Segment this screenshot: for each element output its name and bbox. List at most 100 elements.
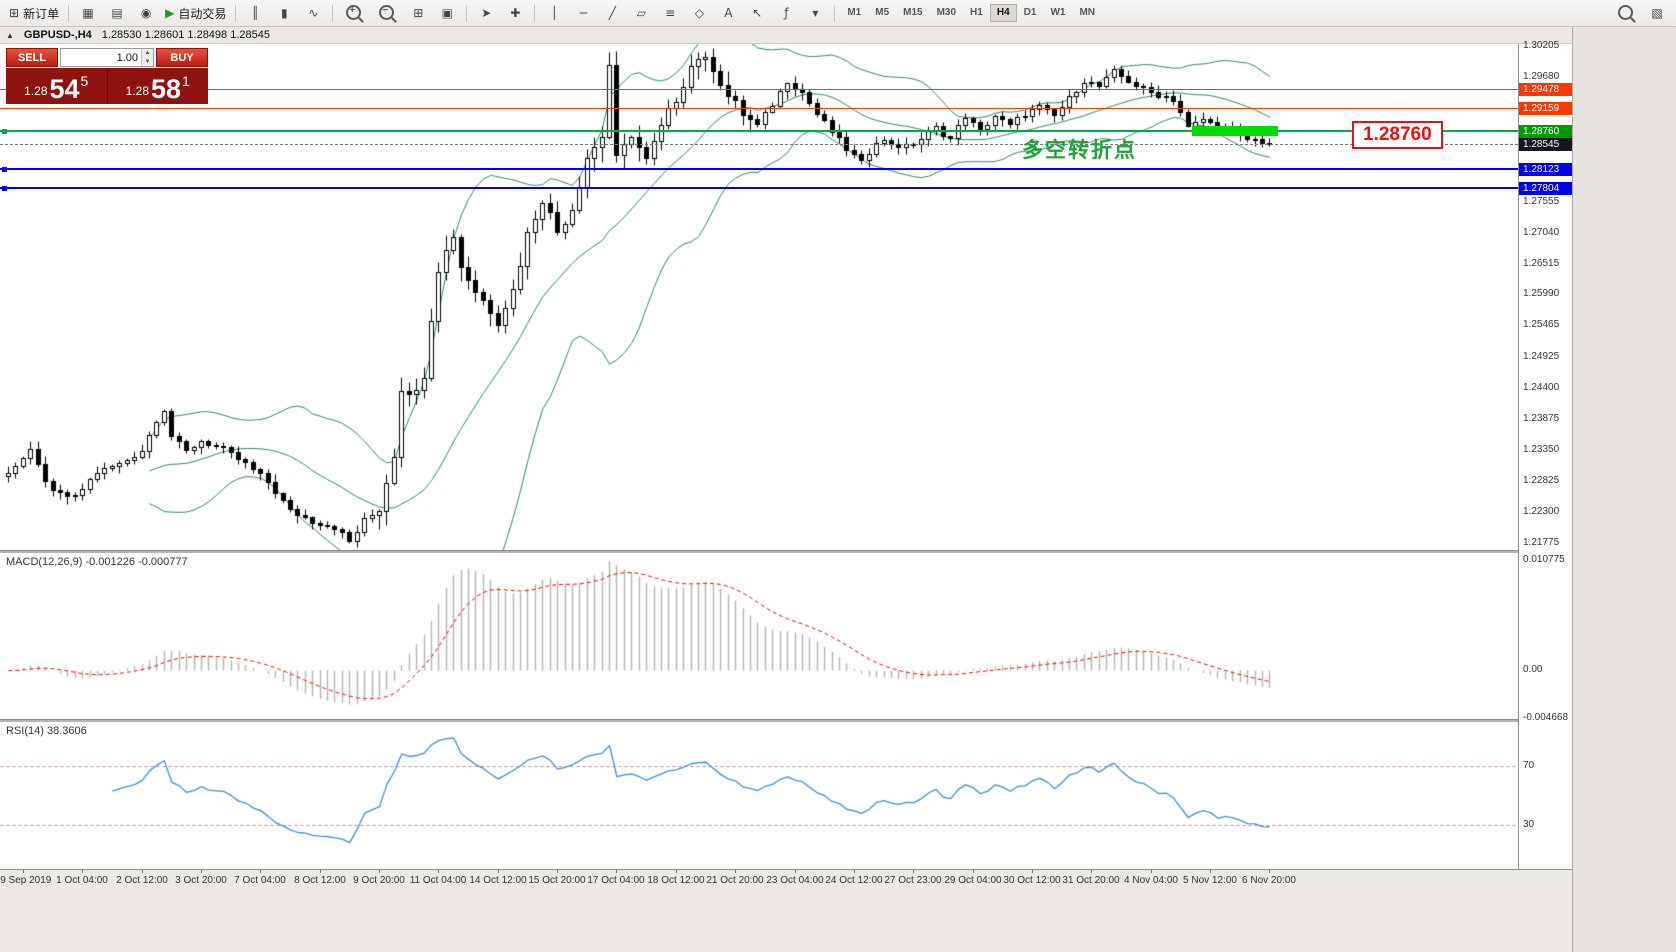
charts-grid-icon-button[interactable]: ▦	[74, 2, 102, 25]
trendline-icon-button[interactable]: ╱	[598, 2, 626, 25]
crosshair-icon-button[interactable]: ✚	[501, 2, 529, 25]
autotrade-button-label: 自动交易	[178, 6, 227, 21]
arrow-objects-icon-button[interactable]: ↖	[743, 2, 771, 25]
horizontal-line-icon-button[interactable]: ─	[569, 2, 597, 25]
green-highlight-rectangle[interactable]	[1192, 126, 1278, 136]
top-toolbar: ⊞ 新订单 ▦ ▤ ◉ ▶ 自动交易 ║ ▮ ∿ + − ⊞ ▣ ➤ ✚ │ ─ ╱ ▱ ≡ ◇ A ↖ ƒ ▾ M1 M5 M15 M3…	[0, 0, 1676, 27]
auto-arrange-icon-button[interactable]: ▣	[433, 2, 461, 25]
alerts-icon: ◉	[140, 6, 152, 20]
time-label: 29 Oct 04:00	[944, 875, 1002, 886]
macd-tick: 0.00	[1523, 664, 1543, 676]
price-line-1.28123[interactable]	[0, 167, 1518, 170]
bar-chart-icon-button[interactable]: ║	[241, 2, 269, 25]
bar-chart-icon: ║	[251, 6, 259, 20]
price-axis[interactable]: 1.30205 1.29680 1.27555 1.27040 1.26515 1.259…	[1518, 40, 1572, 869]
rsi-label: RSI(14) 38.3606	[6, 725, 87, 737]
price-line-1.28545[interactable]	[0, 143, 1518, 145]
vertical-line-icon-button[interactable]: │	[540, 2, 568, 25]
collapse-triangle-icon[interactable]: ▲	[6, 30, 14, 40]
tile-windows-icon: ⊞	[413, 6, 424, 20]
time-label: 11 Oct 04:00	[409, 875, 467, 886]
price-line-1.2876[interactable]	[0, 130, 1518, 133]
macd-label: MACD(12,26,9) -0.001226 -0.000777	[6, 556, 188, 568]
timeframe-button-m30[interactable]: M30	[936, 7, 957, 18]
macd-tick: -0.004668	[1523, 711, 1569, 723]
timeframe-button-h4[interactable]: H4	[989, 4, 1017, 22]
cursor-icon: ➤	[481, 6, 492, 20]
profiles-icon-button[interactable]: ▤	[103, 2, 131, 25]
autotrade-button[interactable]: ▶ 自动交易	[161, 2, 230, 25]
tile-windows-icon-button[interactable]: ⊞	[404, 2, 432, 25]
chart-annotation-text[interactable]: 多空转折点	[1022, 138, 1137, 162]
rsi-tick: 70	[1523, 760, 1535, 772]
volume-value[interactable]: 1.00	[116, 52, 138, 64]
zoom-in-icon-button[interactable]: +	[338, 2, 370, 25]
equidistant-channel-icon-button[interactable]: ▱	[627, 2, 655, 25]
rsi-tick: 30	[1523, 818, 1535, 830]
price-line-1.29159[interactable]	[0, 107, 1518, 109]
sell-button[interactable]: SELL	[6, 48, 58, 67]
price-tick: 1.25990	[1523, 288, 1560, 300]
search-icon-button[interactable]	[1610, 2, 1642, 25]
bid-price[interactable]: 1.28 54 5	[6, 68, 108, 104]
cursor-icon-button[interactable]: ➤	[472, 2, 500, 25]
autotrade: ▶	[165, 6, 175, 20]
timeframe-button-w1[interactable]: W1	[1050, 7, 1066, 18]
timeframe-button-mn[interactable]: MN	[1079, 7, 1095, 18]
new-order-button[interactable]: ⊞ 新订单	[5, 2, 63, 25]
timeframe-button-m1[interactable]: M1	[847, 7, 862, 18]
candlestick-chart-icon-button[interactable]: ▮	[270, 2, 298, 25]
buy-button[interactable]: BUY	[156, 48, 208, 67]
chart-window: ▲ GBPUSD-,H4 1.28530 1.28601 1.28498 1.2…	[0, 27, 1572, 952]
line-handle[interactable]	[2, 166, 7, 172]
layouts-icon-button[interactable]: ▧	[1643, 2, 1671, 25]
time-label: 1 Oct 04:00	[56, 875, 108, 886]
time-tick	[320, 870, 321, 873]
price-callout-label[interactable]: 1.28760	[1352, 121, 1443, 149]
zoom-out-icon: −	[379, 4, 395, 20]
price-tick: 1.23875	[1523, 413, 1560, 425]
time-label: 21 Oct 20:00	[706, 875, 764, 886]
right-dock-area	[1572, 27, 1676, 952]
zoom-out-icon-button[interactable]: −	[371, 2, 403, 25]
price-tick: 1.29680	[1523, 70, 1560, 82]
line-handle[interactable]	[2, 185, 7, 191]
volume-up-icon[interactable]: ▲	[142, 49, 153, 58]
time-label: 18 Oct 12:00	[647, 875, 705, 886]
toolbar-separator	[68, 4, 70, 22]
timeframe-button-m5[interactable]: M5	[875, 7, 890, 18]
price-tick: 1.21775	[1523, 536, 1560, 548]
time-label: 5 Nov 12:00	[1183, 875, 1237, 886]
ask-price-prefix: 1.28	[125, 84, 149, 98]
price-line-1.29478[interactable]	[0, 88, 1518, 90]
volume-stepper[interactable]: ▲ ▼	[141, 49, 153, 66]
shapes-icon-button[interactable]: ◇	[685, 2, 713, 25]
time-label: 17 Oct 04:00	[587, 875, 645, 886]
line-handle[interactable]	[2, 129, 7, 135]
timeframe-button-h1[interactable]: H1	[970, 7, 983, 18]
search-icon	[1618, 4, 1633, 20]
price-line-1.27804[interactable]	[0, 186, 1518, 189]
text-label-icon-button[interactable]: A	[714, 2, 742, 25]
time-tick	[1091, 870, 1092, 873]
time-tick	[913, 870, 914, 873]
timeframe-button-m15[interactable]: M15	[903, 7, 923, 18]
ask-price[interactable]: 1.28 58 1	[108, 68, 209, 104]
rsi-indicator-panel[interactable]: RSI(14) 38.3606	[0, 722, 1518, 869]
time-label: 14 Oct 12:00	[469, 875, 527, 886]
trendline-icon: ╱	[608, 6, 616, 20]
macd-indicator-panel[interactable]: MACD(12,26,9) -0.001226 -0.000777	[0, 553, 1518, 719]
fibonacci-icon-button[interactable]: ≡	[656, 2, 684, 25]
indicators-dropdown-button[interactable]: ▾	[801, 2, 829, 25]
price-chart-area[interactable]: SELL 1.00 ▲ ▼ BUY 1.28 54 5	[0, 44, 1518, 550]
time-axis[interactable]: 29 Sep 2019 1 Oct 04:00 2 Oct 12:00 3 Oct 2…	[0, 869, 1572, 889]
volume-down-icon[interactable]: ▼	[142, 57, 153, 66]
time-label: 15 Oct 20:00	[528, 875, 586, 886]
timeframe-button-d1[interactable]: D1	[1023, 7, 1037, 18]
alerts-icon-button[interactable]: ◉	[132, 2, 160, 25]
volume-field[interactable]: 1.00 ▲ ▼	[60, 48, 154, 67]
toolbar-separator	[332, 4, 334, 22]
price-tick: 1.26515	[1523, 257, 1560, 269]
indicators-icon-button[interactable]: ƒ	[772, 2, 800, 25]
line-chart-icon-button[interactable]: ∿	[299, 2, 327, 25]
